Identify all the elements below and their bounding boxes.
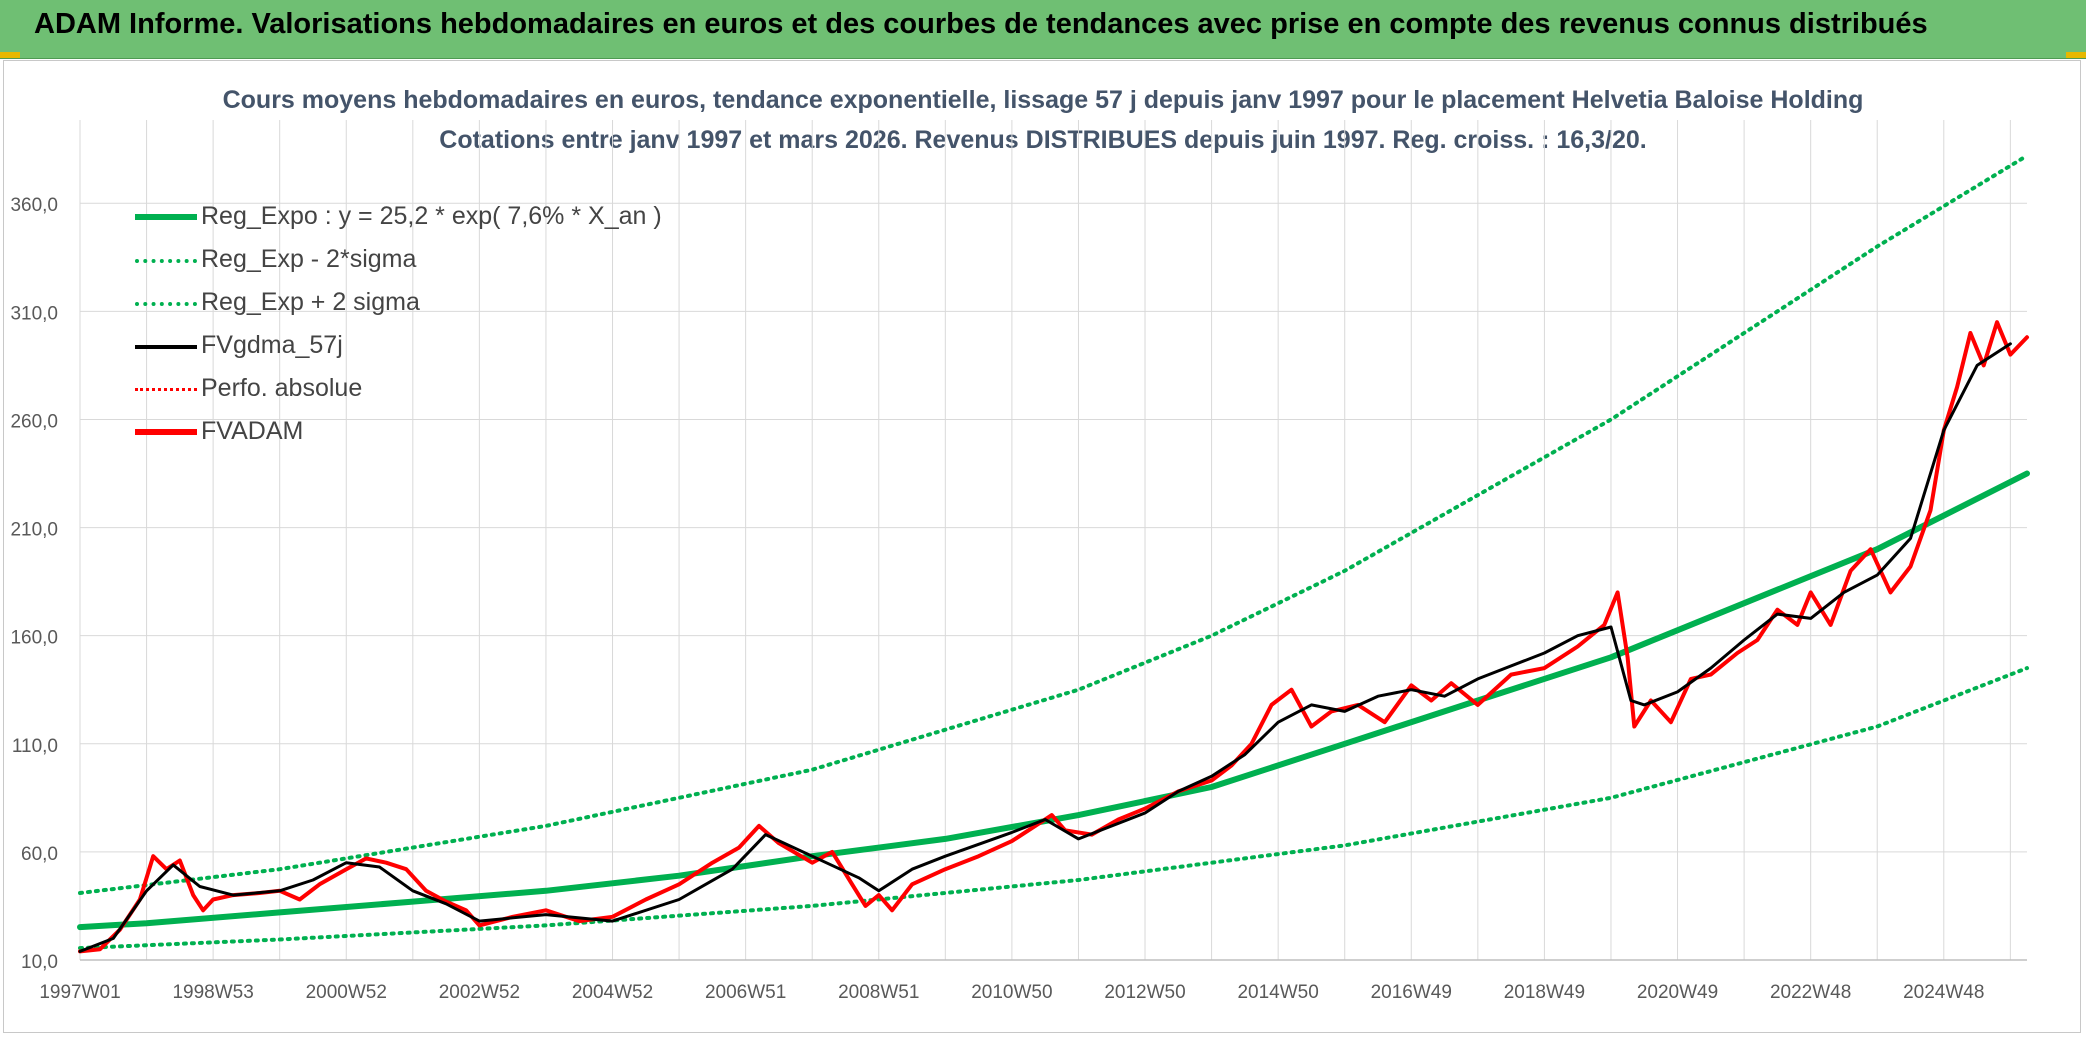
legend-label: Perfo. absolue — [201, 374, 363, 402]
banner-accent-left — [0, 52, 20, 58]
series-line-3 — [78, 342, 2012, 953]
x-tick-label: 2010W50 — [971, 982, 1052, 1003]
legend-swatch-solid-red — [135, 429, 197, 435]
banner-accent-right — [2066, 52, 2086, 58]
x-tick-label: 2020W49 — [1637, 982, 1718, 1003]
x-tick-label: 2012W50 — [1104, 982, 1185, 1003]
x-tick-label: 2002W52 — [439, 982, 520, 1003]
y-tick-label: 260,0 — [10, 411, 58, 432]
legend-label: Reg_Exp + 2 sigma — [201, 288, 420, 316]
chart-subtitle: Cotations entre janv 1997 et mars 2026. … — [439, 126, 1647, 154]
legend-swatch-solid-green — [135, 214, 197, 220]
legend-label: FVADAM — [201, 417, 304, 445]
y-tick-label: 310,0 — [10, 303, 58, 324]
x-tick-label: 2004W52 — [572, 982, 653, 1003]
legend-swatch-dotted-red — [135, 388, 197, 391]
series-line-5 — [78, 320, 2029, 954]
series-line-0 — [77, 470, 2030, 931]
series-line-2 — [78, 153, 2029, 895]
legend-swatch-solid-black — [135, 345, 197, 349]
x-tick-label: 2000W52 — [306, 982, 387, 1003]
x-tick-label: 2018W49 — [1504, 982, 1585, 1003]
y-tick-label: 210,0 — [10, 520, 58, 541]
x-tick-label: 2014W50 — [1237, 982, 1318, 1003]
x-tick-label: 2022W48 — [1770, 982, 1851, 1003]
y-tick-label: 10,0 — [21, 952, 58, 973]
x-tick-label: 2006W51 — [705, 982, 786, 1003]
series-line-1 — [78, 666, 2029, 951]
legend-swatch-dotted-green — [135, 259, 197, 263]
legend-label: Reg_Expo : y = 25,2 * exp( 7,6% * X_an ) — [201, 202, 662, 230]
legend-label: FVgdma_57j — [201, 331, 343, 359]
report-title: ADAM Informe. Valorisations hebdomadaire… — [34, 8, 1928, 40]
x-tick-label: 2024W48 — [1903, 982, 1984, 1003]
legend-swatch-dotted-green — [135, 302, 197, 306]
legend-label: Reg_Exp - 2*sigma — [201, 245, 417, 273]
y-tick-label: 160,0 — [10, 628, 58, 649]
x-tick-label: 2016W49 — [1371, 982, 1452, 1003]
chart-frame — [3, 60, 2081, 1033]
x-tick-label: 1998W53 — [172, 982, 253, 1003]
chart-title: Cours moyens hebdomadaires en euros, ten… — [222, 86, 1864, 114]
report-banner: ADAM Informe. Valorisations hebdomadaire… — [0, 0, 2086, 59]
y-tick-label: 360,0 — [10, 195, 58, 216]
x-tick-label: 2008W51 — [838, 982, 919, 1003]
y-tick-label: 110,0 — [12, 736, 58, 757]
x-tick-label: 1997W01 — [39, 982, 120, 1003]
y-tick-label: 60,0 — [21, 844, 58, 865]
